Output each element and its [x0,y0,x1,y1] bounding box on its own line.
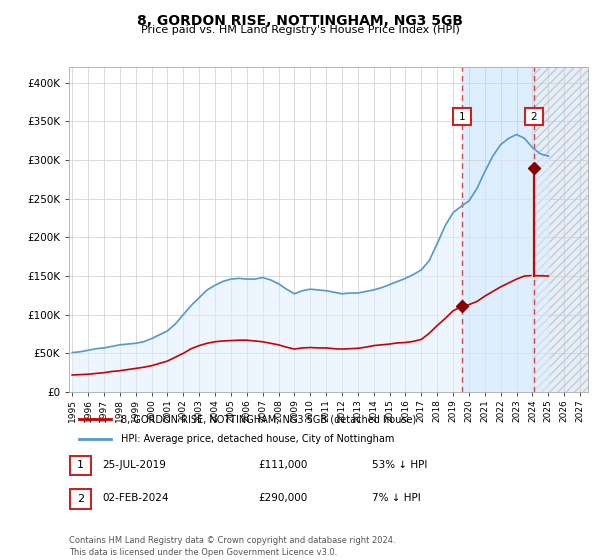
Text: Contains HM Land Registry data © Crown copyright and database right 2024.
This d: Contains HM Land Registry data © Crown c… [69,536,395,557]
Bar [454,108,471,125]
Text: 1: 1 [459,111,466,122]
Bar [534,67,588,392]
Text: 7% ↓ HPI: 7% ↓ HPI [372,493,421,503]
Text: 25-JUL-2019: 25-JUL-2019 [102,460,166,470]
Bar [525,108,542,125]
Text: 2: 2 [530,111,537,122]
Text: £290,000: £290,000 [258,493,307,503]
Text: 8, GORDON RISE, NOTTINGHAM, NG3 5GB (detached house): 8, GORDON RISE, NOTTINGHAM, NG3 5GB (det… [121,414,416,424]
Text: 53% ↓ HPI: 53% ↓ HPI [372,460,427,470]
Text: HPI: Average price, detached house, City of Nottingham: HPI: Average price, detached house, City… [121,434,394,444]
Bar [534,67,588,392]
Text: £111,000: £111,000 [258,460,307,470]
Text: 8, GORDON RISE, NOTTINGHAM, NG3 5GB: 8, GORDON RISE, NOTTINGHAM, NG3 5GB [137,14,463,28]
Bar [462,67,534,392]
Text: 2: 2 [77,494,84,504]
Text: 02-FEB-2024: 02-FEB-2024 [102,493,169,503]
Text: 1: 1 [77,460,84,470]
Text: Price paid vs. HM Land Registry's House Price Index (HPI): Price paid vs. HM Land Registry's House … [140,25,460,35]
